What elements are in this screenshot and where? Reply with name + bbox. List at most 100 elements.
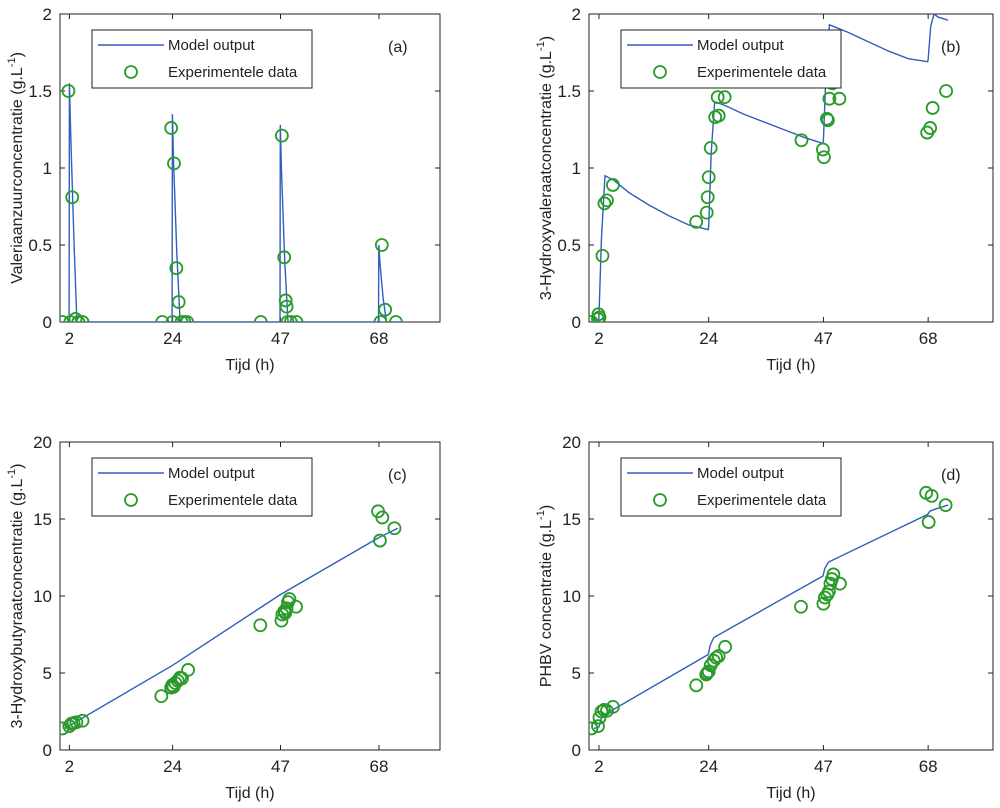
data-point	[709, 650, 724, 665]
data-point	[378, 302, 393, 317]
data-point	[689, 678, 704, 693]
x-axis-label: Tijd (h)	[766, 785, 815, 802]
x-tick-label: 2	[65, 329, 74, 348]
x-tick-label: 2	[594, 329, 603, 348]
data-point	[923, 121, 938, 135]
data-point	[589, 721, 599, 736]
legend-marker-swatch	[124, 493, 138, 507]
y-tick-label: 15	[33, 510, 52, 529]
model-output-line	[64, 527, 399, 730]
plot-area	[589, 485, 953, 736]
legend-model-label: Model output	[168, 465, 256, 482]
x-axis-label: Tijd (h)	[225, 785, 274, 802]
data-point	[253, 618, 268, 633]
y-tick-label: 15	[562, 510, 581, 529]
panel-label: (c)	[388, 467, 407, 484]
data-point	[60, 315, 70, 322]
data-point	[594, 704, 609, 719]
legend: Model output Experimentele data	[91, 457, 313, 517]
legend-data-label: Experimentele data	[697, 64, 827, 81]
model-output-line	[60, 83, 403, 322]
data-point	[711, 649, 726, 663]
legend: Model output Experimentele data	[620, 457, 842, 517]
data-point	[69, 715, 84, 730]
data-point	[595, 248, 610, 263]
y-tick-label: 20	[562, 433, 581, 452]
data-point	[699, 205, 714, 220]
y-tick-label: 5	[43, 664, 52, 683]
data-point	[274, 613, 289, 628]
data-point	[277, 250, 292, 265]
x-tick-label: 47	[814, 329, 833, 348]
data-point	[794, 599, 808, 614]
data-point	[606, 178, 620, 192]
data-point	[68, 312, 83, 322]
data-point	[925, 101, 940, 115]
data-point	[75, 713, 90, 728]
data-point	[171, 295, 186, 309]
y-axis-label-text: PHBV concentratie (g.L	[538, 520, 555, 687]
panel-label: (b)	[941, 39, 961, 56]
data-point	[832, 91, 847, 106]
plot-area	[60, 83, 403, 322]
data-point	[921, 515, 936, 529]
y-axis-label-close: )	[9, 52, 26, 57]
x-tick-label: 2	[65, 757, 74, 776]
y-axis-label-text: 3-Hydroxybutyraatconcentratie (g.L	[9, 479, 26, 729]
data-point	[717, 90, 732, 105]
data-point	[703, 141, 718, 155]
x-tick-label: 47	[814, 757, 833, 776]
y-tick-label: 0.5	[557, 236, 581, 255]
x-tick-label: 47	[271, 757, 290, 776]
data-point	[832, 576, 847, 591]
data-point	[821, 113, 835, 128]
data-point	[279, 299, 294, 314]
data-point	[817, 150, 831, 165]
data-point	[592, 310, 607, 322]
data-point	[701, 170, 716, 185]
y-tick-label: 0	[43, 313, 52, 332]
x-tick-label: 24	[163, 757, 182, 776]
y-tick-label: 2	[43, 5, 52, 24]
data-point	[373, 533, 387, 548]
y-tick-label: 0	[572, 741, 581, 760]
legend: Model output Experimentele data	[620, 29, 842, 89]
legend-model-label: Model output	[168, 37, 256, 54]
data-point	[278, 293, 293, 308]
y-axis-label-text: 3-Hydroxyvaleraatconcentratie (g.L	[538, 51, 555, 300]
y-tick-label: 1	[43, 159, 52, 178]
y-axis-label-superscript: -1	[6, 57, 18, 67]
data-point	[289, 315, 304, 322]
y-tick-label: 1	[572, 159, 581, 178]
data-point	[816, 142, 830, 157]
x-tick-label: 24	[699, 329, 718, 348]
chart-panel-b: 0 0.5 1 1.5 2 2 24 47 68 Tijd (h) 3-Hydroxyvaleraa…	[535, 5, 994, 374]
x-tick-label: 47	[271, 329, 290, 348]
data-point	[822, 584, 836, 599]
y-axis-label: 3-Hydroxybutyraatconcentratie (g.L-1)	[6, 463, 26, 728]
y-axis-label-close: )	[9, 463, 26, 468]
data-point	[275, 128, 289, 143]
data-point	[591, 312, 605, 322]
data-point	[279, 601, 294, 616]
x-tick-label: 68	[919, 757, 938, 776]
data-point	[374, 238, 389, 252]
chart-panel-a: 0 0.5 1 1.5 2 2 24 47 68 Tijd (h) Valeriaanzuurcon…	[6, 5, 441, 374]
data-point	[373, 315, 388, 322]
data-point	[167, 156, 181, 171]
y-tick-label: 10	[33, 587, 52, 606]
data-point	[700, 190, 715, 205]
y-tick-label: 1.5	[557, 82, 581, 101]
data-point	[154, 689, 169, 703]
data-point	[710, 90, 725, 105]
data-point	[718, 639, 733, 654]
legend-data-label: Experimentele data	[697, 492, 827, 509]
y-tick-label: 1.5	[28, 82, 52, 101]
x-tick-label: 68	[370, 757, 389, 776]
data-point	[389, 315, 403, 322]
x-tick-label: 24	[699, 757, 718, 776]
y-tick-label: 10	[562, 587, 581, 606]
y-tick-label: 5	[572, 664, 581, 683]
data-point	[75, 315, 90, 322]
